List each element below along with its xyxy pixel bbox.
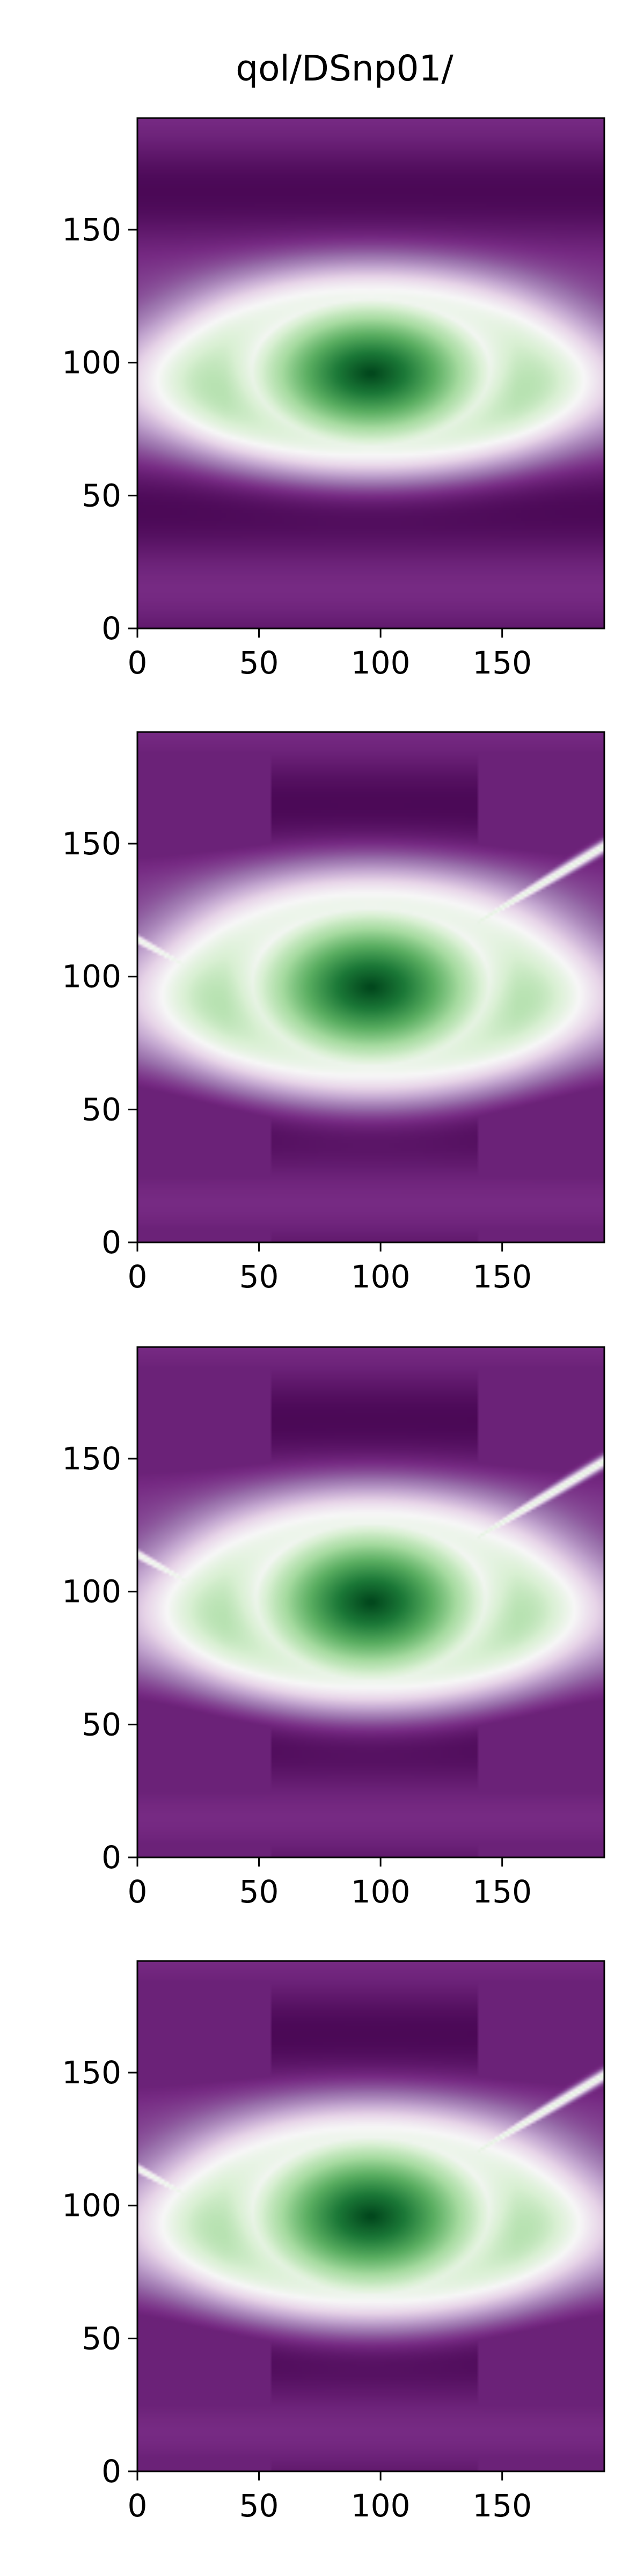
x-tick-label: 150 — [472, 2487, 532, 2524]
y-tick-label: 100 — [62, 345, 121, 381]
y-tick-label: 150 — [62, 2054, 121, 2091]
y-tick-label: 100 — [62, 1574, 121, 1610]
heatmap-image — [137, 1961, 604, 2471]
x-tick-label: 150 — [472, 645, 532, 681]
y-tick-label: 0 — [101, 2453, 121, 2490]
y-tick-label: 150 — [62, 211, 121, 248]
y-tick-label: 150 — [62, 1440, 121, 1477]
axes-frame — [136, 731, 605, 1243]
panels: 0 50 100 150 0 50 100 150 0 50 100 150 0 50 100 150 0 50 1… — [62, 117, 605, 2524]
x-tick-label: 0 — [128, 1258, 148, 1295]
y-tick-label: 0 — [101, 610, 121, 647]
x-tick-label: 100 — [351, 1258, 411, 1295]
x-tick-label: 100 — [351, 2487, 411, 2524]
heatmap-panel-2: 0 50 100 150 0 50 100 150 — [62, 731, 605, 1295]
y-tick-label: 50 — [82, 477, 121, 514]
heatmap-panel-1: 0 50 100 150 0 50 100 150 — [62, 117, 605, 681]
y-tick-label: 50 — [82, 1091, 121, 1128]
y-tick-label: 50 — [82, 1706, 121, 1743]
x-tick-label: 100 — [351, 1874, 411, 1910]
axes-frame — [136, 1960, 605, 2472]
figure-title: qol/DSnp01/ — [236, 48, 453, 89]
x-tick-label: 0 — [128, 2487, 148, 2524]
x-tick-label: 0 — [128, 1874, 148, 1910]
heatmap-panel-4: 0 50 100 150 0 50 100 150 — [62, 1960, 605, 2524]
x-tick-label: 50 — [239, 1874, 279, 1910]
y-tick-label: 50 — [82, 2320, 121, 2357]
heatmap-image — [137, 732, 604, 1242]
heatmap-panel-3: 0 50 100 150 0 50 100 150 — [62, 1346, 605, 1910]
heatmap-image — [137, 1347, 604, 1857]
y-tick-label: 100 — [62, 2187, 121, 2224]
y-tick-label: 0 — [101, 1224, 121, 1261]
y-tick-label: 0 — [101, 1839, 121, 1876]
y-tick-label: 150 — [62, 825, 121, 862]
x-tick-label: 150 — [472, 1874, 532, 1910]
x-tick-label: 0 — [128, 645, 148, 681]
x-tick-label: 50 — [239, 2487, 279, 2524]
x-tick-label: 100 — [351, 645, 411, 681]
axes-frame — [136, 117, 605, 630]
x-tick-label: 50 — [239, 1258, 279, 1295]
heatmap-image — [137, 118, 604, 628]
x-tick-label: 150 — [472, 1258, 532, 1295]
axes-frame — [136, 1346, 605, 1858]
y-tick-label: 100 — [62, 958, 121, 995]
x-tick-label: 50 — [239, 645, 279, 681]
